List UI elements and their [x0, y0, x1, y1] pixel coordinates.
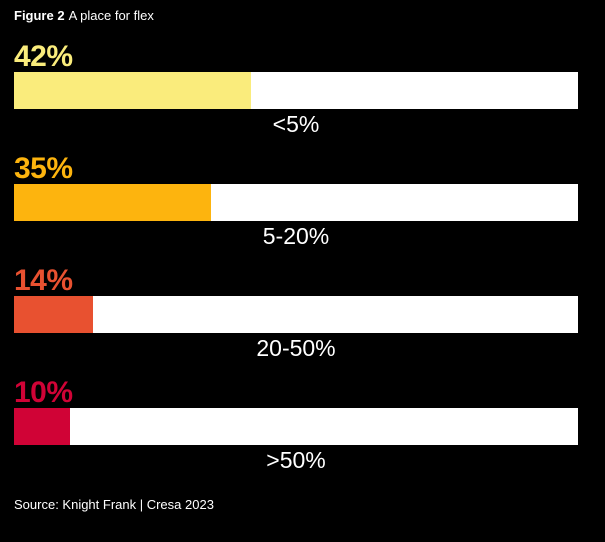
bar-group: 14% 20-50%: [14, 264, 578, 361]
bar-value-label: 10%: [14, 376, 73, 409]
bar-fill: [14, 296, 93, 333]
source-note: Source: Knight Frank | Cresa 2023: [14, 497, 214, 512]
bar-group: 42% <5%: [14, 40, 578, 137]
bar-track: [14, 184, 578, 221]
bar-track: [14, 408, 578, 445]
bar-category-label: 20-50%: [256, 335, 336, 361]
bar-value-label: 14%: [14, 264, 73, 297]
bar-fill: [14, 408, 71, 445]
bar-fill: [14, 72, 251, 109]
bar-group: 35% 5-20%: [14, 152, 578, 249]
chart-title-text: A place for flex: [68, 8, 154, 23]
figure-label: Figure 2: [14, 8, 65, 23]
bar-fill: [14, 184, 212, 221]
bar-value-label: 42%: [14, 40, 73, 73]
bar-track: [14, 72, 578, 109]
bar-category-label: <5%: [272, 111, 320, 137]
bar-category-label: >50%: [266, 447, 326, 473]
bar-group: 10% >50%: [14, 376, 578, 473]
bar-track: [14, 296, 578, 333]
bar-value-label: 35%: [14, 152, 73, 185]
bar-category-label: 5-20%: [262, 223, 330, 249]
